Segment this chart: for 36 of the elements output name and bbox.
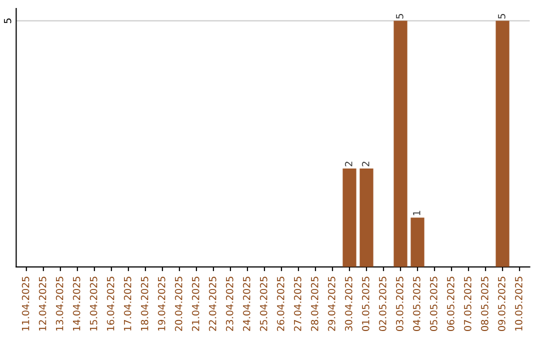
x-tick-label: 28.04.2025 [310,276,318,331]
x-tick-label: 10.05.2025 [515,276,522,331]
x-tick-label: 19.04.2025 [158,276,166,331]
x-tick-label: 16.04.2025 [106,276,114,331]
x-tick-label: 15.04.2025 [90,276,98,331]
ref-line-label: 5 [4,18,12,24]
x-tick-label: 14.04.2025 [72,276,80,331]
x-tick-label: 22.04.2025 [208,276,216,331]
data-label: 1 [413,210,420,216]
x-tick-label: 25.04.2025 [260,276,268,331]
x-tick-label: 11.04.2025 [22,276,30,331]
x-tick-label: 08.05.2025 [480,276,488,331]
x-tick-label: 21.04.2025 [192,276,200,331]
x-tick-label: 24.04.2025 [242,276,250,331]
x-tick-label: 06.05.2025 [446,276,454,331]
data-label: 5 [396,14,404,19]
x-tick-label: 27.04.2025 [294,276,302,331]
x-tick-label: 29.04.2025 [328,276,336,331]
x-tick-label: 03.05.2025 [396,276,404,331]
data-label: 2 [344,162,352,166]
x-tick-label: 04.05.2025 [412,276,420,331]
x-tick-label: 23.04.2025 [226,276,234,331]
data-label: 2 [362,162,370,166]
x-tick-label: 13.04.2025 [56,276,64,331]
x-tick-label: 18.04.2025 [140,276,148,331]
x-tick-label: 26.04.2025 [276,276,284,331]
x-tick-label: 17.04.2025 [124,276,132,331]
x-tick-label: 12.04.2025 [38,276,46,331]
x-tick-label: 05.05.2025 [430,276,438,331]
x-tick-label: 30.04.2025 [344,276,352,331]
x-tick-label: 01.05.2025 [362,276,370,331]
data-label: 5 [498,14,506,19]
x-tick-label: 07.05.2025 [464,276,472,331]
x-tick-label: 09.05.2025 [498,276,506,331]
x-tick-label: 02.05.2025 [378,276,386,331]
x-tick-label: 20.04.2025 [174,276,182,331]
